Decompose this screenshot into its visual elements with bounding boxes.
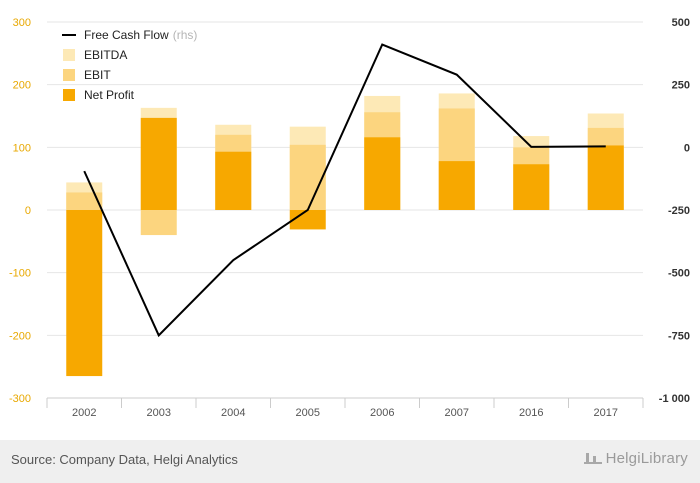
line-free-cash-flow: [83, 43, 606, 338]
right-tick-label: -250: [668, 205, 690, 217]
bar-ebit-2002: [66, 192, 103, 210]
legend-item: Free Cash Flow (rhs): [62, 28, 197, 42]
legend-item: EBIT: [63, 68, 111, 82]
legend-swatch: [63, 89, 75, 101]
right-tick-label: -500: [668, 268, 690, 280]
library-icon: [583, 450, 602, 464]
brand-logo: HelgiLibrary: [583, 450, 688, 467]
bar-net-profit-2003: [140, 117, 177, 210]
right-tick-label: -1 000: [659, 393, 690, 405]
left-tick-label: -100: [9, 268, 31, 280]
brand-name: HelgiLibrary: [605, 450, 688, 467]
category-label: 2006: [370, 407, 394, 419]
bar-net-profit-2006: [364, 137, 401, 210]
bar-net-profit-2007: [438, 161, 475, 210]
legend-item: EBITDA: [63, 48, 127, 62]
left-tick-label: 0: [25, 205, 31, 217]
right-tick-label: 500: [672, 17, 690, 29]
footer-bar: Source: Company Data, Helgi Analytics He…: [0, 440, 700, 483]
right-tick-label: 250: [672, 80, 690, 92]
left-tick-label: -300: [9, 393, 31, 405]
bar-ebit-2005: [289, 144, 326, 210]
category-label: 2002: [72, 407, 96, 419]
category-label: 2016: [519, 407, 543, 419]
category-label: 2005: [296, 407, 320, 419]
legend-label: Net Profit: [84, 88, 135, 102]
legend-item: Net Profit: [63, 88, 135, 102]
legend-label: EBIT: [84, 68, 111, 82]
legend-label: EBITDA: [84, 48, 127, 62]
source-note: Source: Company Data, Helgi Analytics: [11, 452, 238, 467]
bar-ebit-2003: [140, 210, 177, 236]
combo-chart: 300 200 100 0 -100 -200 -300 500 250 0 -250 -500 -75…: [9, 17, 690, 419]
left-tick-label: -200: [9, 330, 31, 342]
left-tick-label: 100: [13, 142, 31, 154]
bar-net-profit-2017: [587, 145, 624, 210]
legend-swatch: [63, 49, 75, 61]
legend-label: Free Cash Flow (rhs): [84, 28, 197, 42]
category-label: 2004: [221, 407, 245, 419]
category-label: 2017: [594, 407, 618, 419]
left-tick-label: 200: [13, 80, 31, 92]
left-tick-label: 300: [13, 17, 31, 29]
right-tick-label: 0: [684, 142, 690, 154]
category-label: 2007: [445, 407, 469, 419]
bar-net-profit-2016: [513, 164, 550, 210]
legend-swatch: [63, 69, 75, 81]
bar-net-profit-2004: [215, 151, 252, 210]
category-label: 2003: [147, 407, 171, 419]
right-tick-label: -750: [668, 330, 690, 342]
bar-net-profit-2002: [66, 210, 103, 377]
legend-label-suffix: (rhs): [173, 28, 198, 42]
bar-net-profit-2005: [289, 210, 326, 230]
